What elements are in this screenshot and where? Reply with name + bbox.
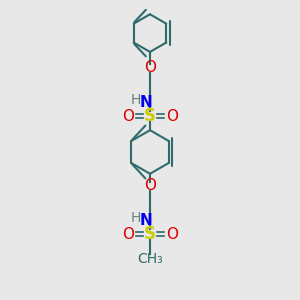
Text: O: O xyxy=(166,109,178,124)
Text: O: O xyxy=(122,227,134,242)
Text: CH₃: CH₃ xyxy=(137,252,163,266)
Text: O: O xyxy=(144,178,156,193)
Text: O: O xyxy=(122,109,134,124)
Text: N: N xyxy=(140,95,152,110)
Text: H: H xyxy=(131,212,141,225)
Text: O: O xyxy=(166,227,178,242)
Text: H: H xyxy=(131,94,141,107)
Text: S: S xyxy=(144,225,156,243)
Text: S: S xyxy=(144,107,156,125)
Text: O: O xyxy=(144,60,156,75)
Text: N: N xyxy=(140,213,152,228)
